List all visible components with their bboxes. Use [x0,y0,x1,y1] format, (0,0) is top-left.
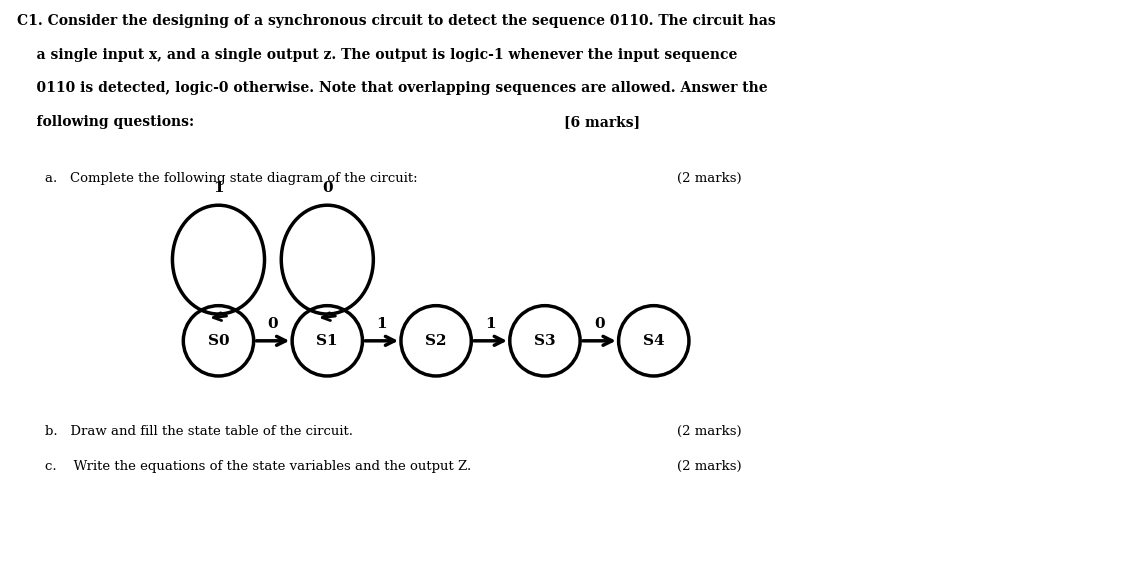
Text: 0: 0 [322,181,333,195]
Text: a single input x, and a single output z. The output is logic-1 whenever the inpu: a single input x, and a single output z.… [17,48,737,62]
Text: S3: S3 [534,334,555,348]
Text: 0: 0 [268,317,278,331]
Text: (2 marks): (2 marks) [677,172,742,184]
Text: [6 marks]: [6 marks] [564,115,640,129]
Text: S1: S1 [316,334,338,348]
Text: following questions:: following questions: [17,115,194,129]
Text: 1: 1 [213,181,224,195]
Text: 1: 1 [485,317,496,331]
Text: 0: 0 [594,317,605,331]
Text: C1. Consider the designing of a synchronous circuit to detect the sequence 0110.: C1. Consider the designing of a synchron… [17,14,776,28]
Text: (2 marks): (2 marks) [677,425,742,438]
Text: S4: S4 [642,334,665,348]
Text: a.   Complete the following state diagram of the circuit:: a. Complete the following state diagram … [45,172,418,184]
Text: b.   Draw and fill the state table of the circuit.: b. Draw and fill the state table of the … [45,425,353,438]
Text: (2 marks): (2 marks) [677,460,742,472]
Text: 1: 1 [376,317,387,331]
Text: c.    Write the equations of the state variables and the output Z.: c. Write the equations of the state vari… [45,460,472,472]
Text: S2: S2 [426,334,447,348]
Text: S0: S0 [208,334,229,348]
Text: 0110 is detected, logic-0 otherwise. Note that overlapping sequences are allowed: 0110 is detected, logic-0 otherwise. Not… [17,81,768,95]
